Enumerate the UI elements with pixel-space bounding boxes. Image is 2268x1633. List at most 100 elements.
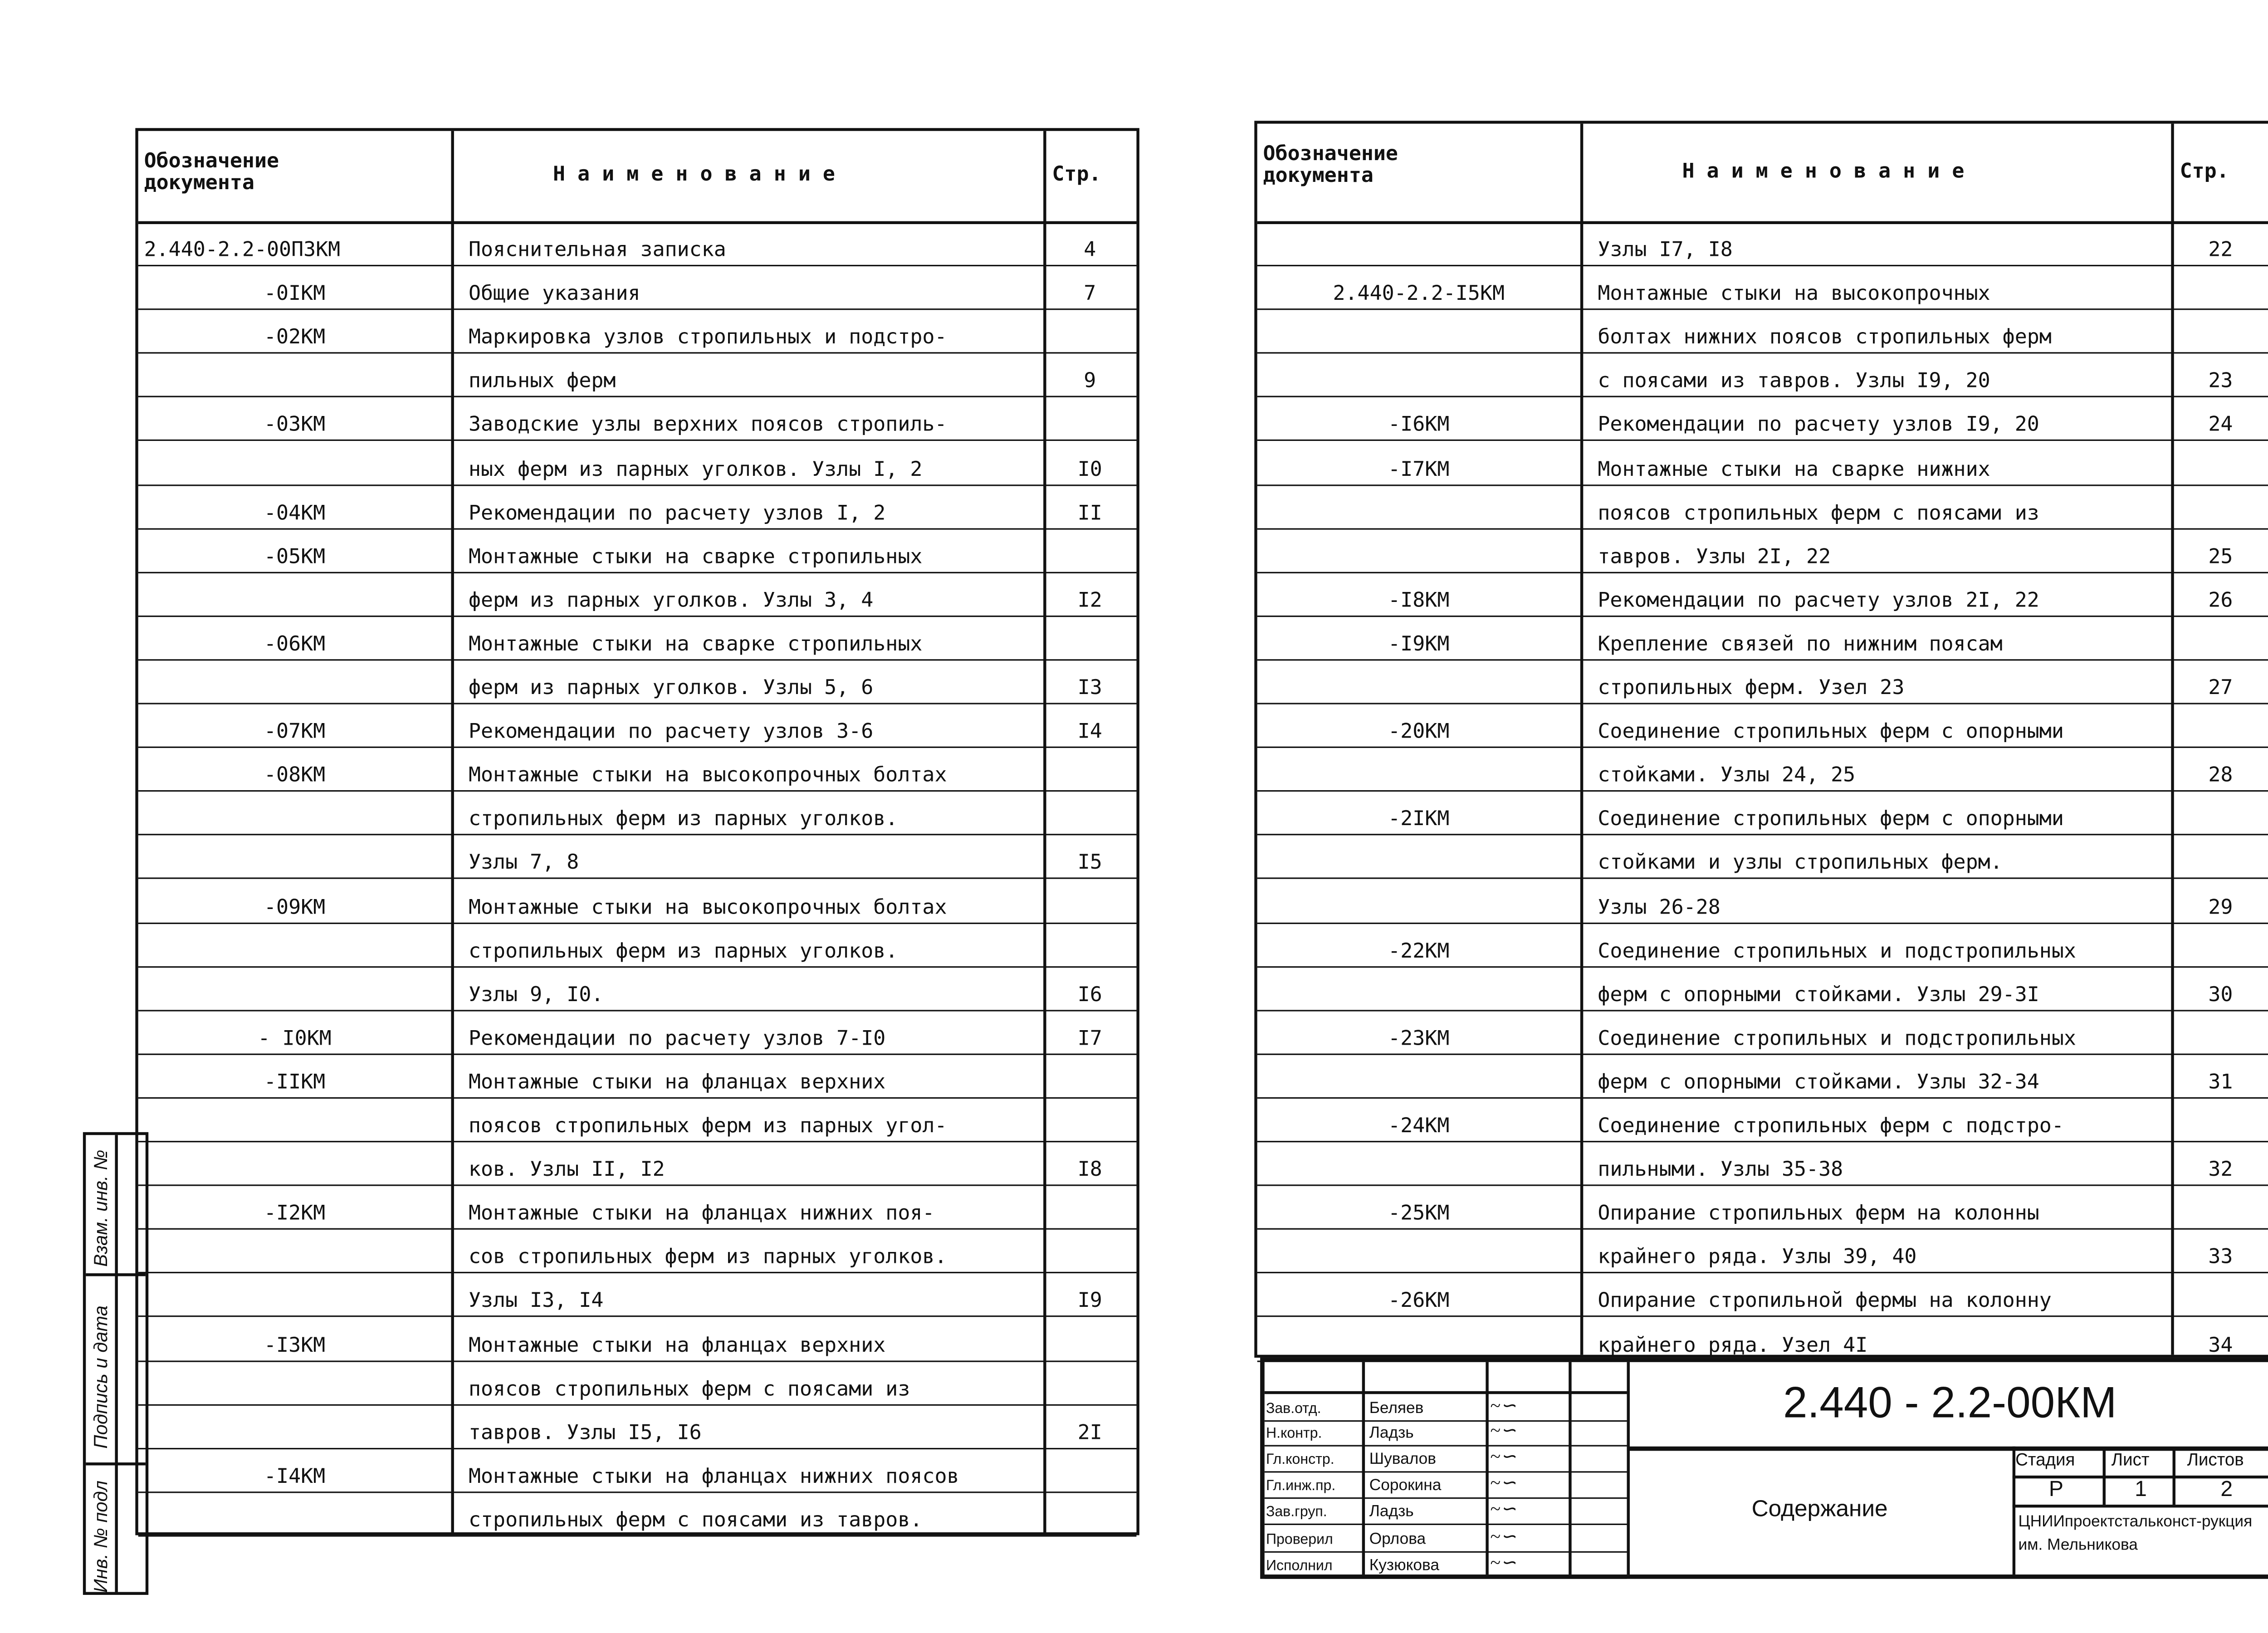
- sheet-value: 1: [2135, 1477, 2147, 1502]
- document-code: 2.440 - 2.2-00КМ: [1627, 1362, 2268, 1451]
- page-number: 7: [1084, 282, 1096, 306]
- doc-title: Монтажные стыки на сварке нижних: [1598, 458, 1990, 481]
- table-header: Обозначение документа Н а и м е н о в а …: [138, 131, 1137, 225]
- page-number: 23: [2208, 370, 2233, 394]
- column-divider: [1569, 1362, 1572, 1575]
- doc-title: стойками. Узлы 24, 25: [1598, 764, 1856, 788]
- page-number: [2171, 922, 2268, 966]
- table-row: -05КМ Монтажные стыки на сварке стропиль…: [138, 528, 1137, 573]
- doc-title: ков. Узлы II, I2: [468, 1159, 665, 1182]
- doc-designation: [144, 1229, 445, 1273]
- title-block: Зав.отд. Беляев ~∽ Н.контр. Ладзь ~∽ Гл.ко…: [1260, 1358, 2268, 1579]
- table-row: стропильных ферм с поясами из тавров.: [138, 1491, 1137, 1537]
- side-stamp: Взам. инв. № Подпись и дата Инв. № подл: [83, 1132, 149, 1595]
- column-divider: [1362, 1362, 1365, 1575]
- table-row: -I6КМ Рекомендации по расчету узлов I9, …: [1257, 396, 2268, 442]
- doc-designation: 2.440-2.2-I5КМ: [1333, 282, 1505, 306]
- page-number: 33: [2208, 1246, 2233, 1270]
- table-row: тавров. Узлы 2I, 22 25: [1257, 528, 2268, 573]
- table-row: ферм из парных уголков. Узлы 3, 4 I2: [138, 572, 1137, 617]
- page-number: [1043, 1316, 1136, 1360]
- table-row: -I8КМ Рекомендации по расчету узлов 2I, …: [1257, 572, 2268, 617]
- table-row: Узлы 9, I0. I6: [138, 966, 1137, 1011]
- page-number: 29: [2208, 895, 2233, 919]
- column-divider: [2171, 123, 2174, 1355]
- doc-designation: -I7КМ: [1388, 458, 1450, 481]
- signature-icon: ~∽: [1490, 1418, 1516, 1440]
- page-number: [1043, 396, 1136, 440]
- table-row: -I2КМ Монтажные стыки на фланцах нижних …: [138, 1185, 1137, 1230]
- doc-title: Монтажные стыки на высокопрочных болтах: [468, 895, 947, 919]
- page-number: I3: [1077, 677, 1102, 700]
- table-row: крайнего ряда. Узлы 39, 40 33: [1257, 1229, 2268, 1274]
- table-row: -24КМ Соединение стропильных ферм с подс…: [1257, 1097, 2268, 1143]
- doc-designation: [1263, 659, 1575, 703]
- doc-title: Рекомендации по расчету узлов I, 2: [468, 501, 886, 525]
- doc-title: стойками и узлы стропильных ферм.: [1598, 852, 2003, 875]
- doc-title: Соединение стропильных ферм с опорными: [1598, 720, 2064, 744]
- role: Исполнил: [1266, 1559, 1333, 1575]
- organization: ЦНИИпроектстальконст-рукция им. Мельнико…: [2018, 1513, 2253, 1555]
- doc-designation: -I4КМ: [264, 1465, 326, 1489]
- doc-designation: -I2КМ: [264, 1202, 326, 1226]
- replacement-inventory-label: Взам. инв. №: [89, 1149, 112, 1267]
- page-number: [2171, 484, 2268, 528]
- page-number: [1043, 1185, 1136, 1229]
- doc-title: пильных ферм: [468, 370, 616, 394]
- doc-title: Монтажные стыки на сварке стропильных: [468, 545, 923, 569]
- page-number: [2171, 440, 2268, 484]
- person-name: Беляев: [1369, 1400, 1424, 1418]
- doc-designation: [1263, 966, 1575, 1010]
- original-inventory-label: Инв. № подл: [89, 1480, 112, 1593]
- table-row: -07КМ Рекомендации по расчету узлов 3-6 …: [138, 703, 1137, 748]
- page-number: 28: [2208, 764, 2233, 788]
- doc-title: Маркировка узлов стропильных и подстро-: [468, 326, 947, 350]
- role: Гл.констр.: [1266, 1452, 1334, 1468]
- contents-table-right: Обозначение документа Н а и м е н о в а …: [1254, 121, 2268, 1362]
- doc-designation: -05КМ: [264, 545, 326, 569]
- signature-row: Проверил Орлова ~∽: [1264, 1524, 1627, 1553]
- stage-label: Стадия: [2015, 1449, 2075, 1470]
- table-row: стойками и узлы стропильных ферм.: [1257, 834, 2268, 880]
- doc-title: Соединение стропильных ферм с опорными: [1598, 808, 2064, 832]
- doc-title: пильными. Узлы 35-38: [1598, 1159, 1843, 1182]
- doc-title: Соединение стропильных и подстропильных: [1598, 1027, 2076, 1051]
- signature-row: Исполнил Кузюкова ~∽: [1264, 1551, 1627, 1579]
- role: Проверил: [1266, 1532, 1333, 1548]
- table-row: -IIКМ Монтажные стыки на фланцах верхних: [138, 1053, 1137, 1099]
- table-row: Узлы 26-28 29: [1257, 878, 2268, 924]
- signature-row: Н.контр. Ладзь ~∽: [1264, 1418, 1627, 1446]
- signature-icon: ~∽: [1490, 1394, 1516, 1417]
- doc-title: крайнего ряда. Узлы 39, 40: [1598, 1246, 1917, 1270]
- doc-title: стропильных ферм из парных уголков.: [468, 808, 898, 832]
- page-number: I2: [1077, 589, 1102, 613]
- signature-row: Зав.груп. Ладзь ~∽: [1264, 1498, 1627, 1526]
- column-divider: [1043, 131, 1046, 1533]
- table-row: стропильных ферм из парных уголков.: [138, 922, 1137, 968]
- sheets-value: 2: [2220, 1477, 2233, 1502]
- signature-icon: ~∽: [1490, 1551, 1516, 1574]
- doc-designation: -IIКМ: [264, 1071, 326, 1095]
- signature-row: Зав.отд. Беляев ~∽: [1264, 1391, 1627, 1423]
- page-number: [2171, 1010, 2268, 1054]
- table-row: - I0КМ Рекомендации по расчету узлов 7-I…: [138, 1010, 1137, 1055]
- doc-title: Монтажные стыки на высокопрочных болтах: [468, 764, 947, 788]
- table-row: сов стропильных ферм из парных уголков.: [138, 1229, 1137, 1274]
- doc-title: Соединение стропильных ферм с подстро-: [1598, 1115, 2064, 1138]
- doc-title: Крепление связей по нижним поясам: [1598, 633, 2003, 656]
- doc-designation: -I8КМ: [1388, 589, 1450, 613]
- doc-designation: [144, 922, 445, 966]
- doc-designation: [1263, 484, 1575, 528]
- doc-title: Заводские узлы верхних поясов стропиль-: [468, 414, 947, 437]
- table-row: 2.440-2.2-I5КМ Монтажные стыки на высоко…: [1257, 265, 2268, 310]
- page-number: [1043, 1229, 1136, 1273]
- doc-designation: -I9КМ: [1388, 633, 1450, 656]
- table-row: -I7КМ Монтажные стыки на сварке нижних: [1257, 440, 2268, 486]
- page-number: I8: [1077, 1159, 1102, 1182]
- page-number: [2171, 703, 2268, 747]
- doc-title: ферм с опорными стойками. Узлы 32-34: [1598, 1071, 2039, 1095]
- doc-title: ферм из парных уголков. Узлы 5, 6: [468, 677, 874, 700]
- doc-title: поясов стропильных ферм с поясами из: [468, 1377, 910, 1401]
- page-number: 31: [2208, 1071, 2233, 1095]
- doc-designation: [1263, 1316, 1575, 1360]
